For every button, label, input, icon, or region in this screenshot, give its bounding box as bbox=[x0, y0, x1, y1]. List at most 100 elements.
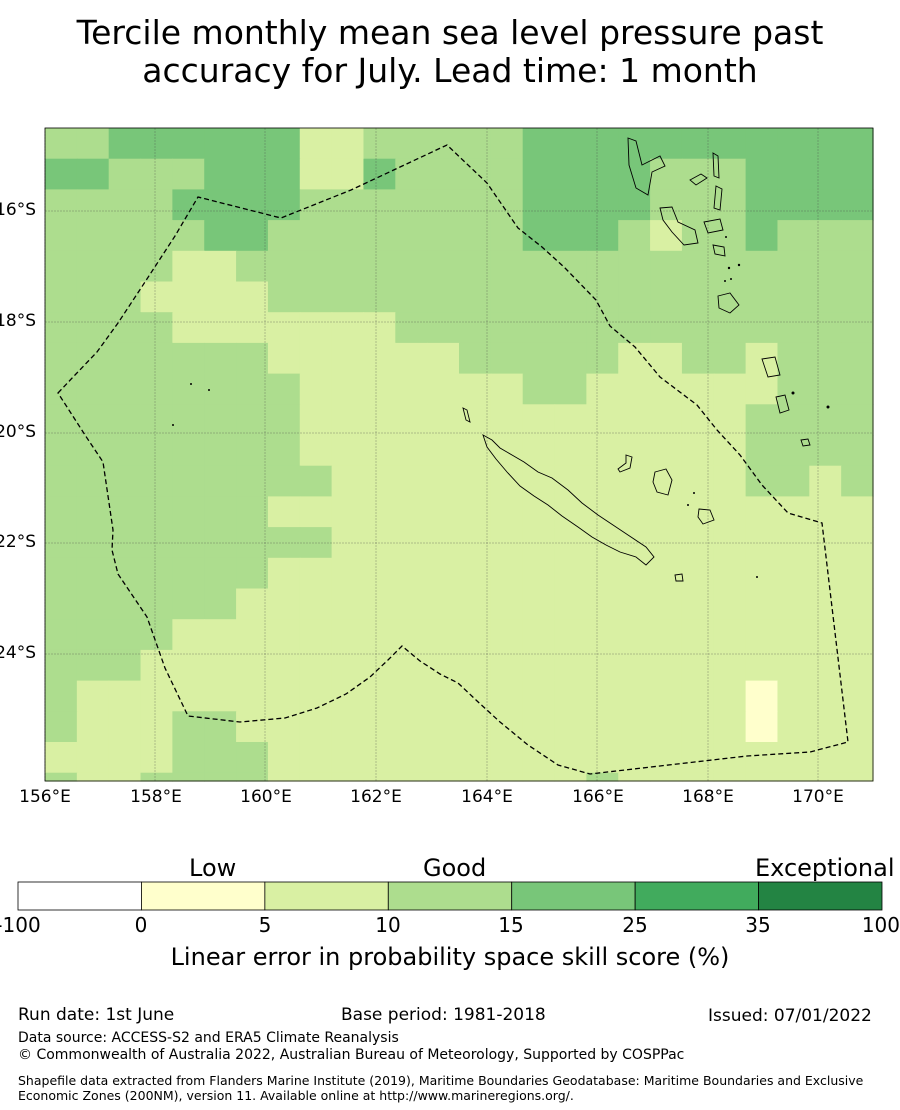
grid-cell bbox=[395, 281, 428, 313]
grid-cell bbox=[618, 496, 651, 528]
grid-cell bbox=[204, 496, 237, 528]
grid-cell bbox=[490, 496, 524, 528]
grid-cell bbox=[140, 220, 173, 252]
grid-cell bbox=[108, 373, 142, 405]
grid-cell bbox=[713, 189, 747, 221]
grid-cell bbox=[713, 250, 747, 283]
grid-cell bbox=[554, 711, 587, 743]
grid-cell bbox=[841, 220, 874, 252]
grid-cell bbox=[618, 250, 651, 283]
grid-cell bbox=[554, 588, 587, 620]
grid-cell bbox=[809, 220, 842, 252]
grid-cell bbox=[681, 649, 715, 682]
grid-cell bbox=[140, 435, 173, 467]
grid-cell bbox=[204, 220, 237, 252]
grid-cell bbox=[522, 742, 556, 774]
lifou-island bbox=[652, 468, 673, 496]
grid-cell bbox=[45, 189, 78, 221]
grid-cell bbox=[363, 128, 396, 160]
grid-cell bbox=[618, 649, 651, 682]
grid-cell bbox=[427, 189, 460, 221]
grid-cell bbox=[172, 742, 205, 774]
erromango-island bbox=[761, 356, 781, 378]
grid-cell bbox=[522, 465, 556, 497]
grid-cell bbox=[809, 342, 842, 375]
grid-cell bbox=[108, 250, 142, 283]
grid-cell bbox=[267, 189, 301, 221]
grid-cell bbox=[745, 189, 779, 221]
grid-cell bbox=[299, 128, 333, 160]
grid-cell bbox=[331, 496, 365, 528]
grid-cell bbox=[554, 465, 587, 497]
grid-cell bbox=[76, 619, 110, 651]
grid-cell bbox=[204, 711, 237, 743]
grid-cell bbox=[618, 281, 651, 313]
grid-cell bbox=[172, 158, 205, 190]
grid-cell bbox=[236, 250, 269, 283]
grid-cell bbox=[650, 281, 683, 313]
grid-cell bbox=[45, 342, 78, 375]
grid-cell bbox=[745, 158, 779, 190]
grid-cell bbox=[522, 220, 556, 252]
grid-cell bbox=[841, 373, 874, 405]
grid-cell bbox=[236, 404, 269, 436]
grid-cell bbox=[236, 588, 269, 620]
grid-cell bbox=[236, 557, 269, 590]
grid-cell bbox=[459, 250, 492, 283]
grid-cell bbox=[395, 189, 428, 221]
grid-cell bbox=[777, 128, 810, 160]
grid-cell bbox=[745, 588, 779, 620]
grid-cell bbox=[45, 772, 78, 782]
grid-cell bbox=[236, 496, 269, 528]
grid-cell bbox=[299, 772, 333, 782]
grid-cell bbox=[713, 772, 747, 782]
grid-cell bbox=[427, 619, 460, 651]
grid-cell bbox=[395, 465, 428, 497]
grid-cell bbox=[681, 465, 715, 497]
grid-cell bbox=[395, 342, 428, 375]
lat-label-18s: 18°S bbox=[0, 311, 36, 331]
grid-cell bbox=[267, 373, 301, 405]
grid-cell bbox=[522, 158, 556, 190]
grid-cell bbox=[395, 772, 428, 782]
grid-cell bbox=[204, 312, 237, 344]
grid-cell bbox=[267, 619, 301, 651]
title-line-1: Tercile monthly mean sea level pressure … bbox=[76, 13, 824, 52]
grid-cell bbox=[363, 250, 396, 283]
grid-cell bbox=[522, 281, 556, 313]
grid-cell bbox=[299, 281, 333, 313]
grid-cell bbox=[363, 220, 396, 252]
grid-cell bbox=[777, 588, 810, 620]
grid-cell bbox=[331, 557, 365, 590]
grid-cell bbox=[427, 496, 460, 528]
grid-cell bbox=[841, 342, 874, 375]
grid-cell bbox=[681, 680, 715, 712]
colorbar bbox=[17, 881, 883, 911]
grid-cell bbox=[267, 742, 301, 774]
grid-cell bbox=[459, 281, 492, 313]
grid-cell bbox=[745, 772, 779, 782]
grid-cell bbox=[140, 250, 173, 283]
lon-label-168e: 168°E bbox=[682, 787, 734, 807]
colorbar-segment bbox=[387, 881, 513, 911]
grid-cell bbox=[681, 220, 715, 252]
maewo-island bbox=[712, 152, 720, 179]
grid-cell bbox=[650, 588, 683, 620]
grid-cell bbox=[522, 496, 556, 528]
grid-cell bbox=[236, 435, 269, 467]
grid-cell bbox=[267, 772, 301, 782]
grid-cell bbox=[459, 496, 492, 528]
colorbar-category-exceptional: Exceptional bbox=[755, 854, 895, 882]
grid-cell bbox=[809, 649, 842, 682]
grid-cell bbox=[809, 496, 842, 528]
grid-cell bbox=[299, 250, 333, 283]
grid-cell bbox=[809, 312, 842, 344]
copyright: © Commonwealth of Australia 2022, Austra… bbox=[18, 1047, 685, 1063]
grid-cell bbox=[395, 312, 428, 344]
grid-cell bbox=[841, 250, 874, 283]
grid-cell bbox=[650, 189, 683, 221]
grid-cell bbox=[204, 649, 237, 682]
grid-cell bbox=[650, 250, 683, 283]
grid-cell bbox=[459, 557, 492, 590]
grid-cell bbox=[427, 465, 460, 497]
